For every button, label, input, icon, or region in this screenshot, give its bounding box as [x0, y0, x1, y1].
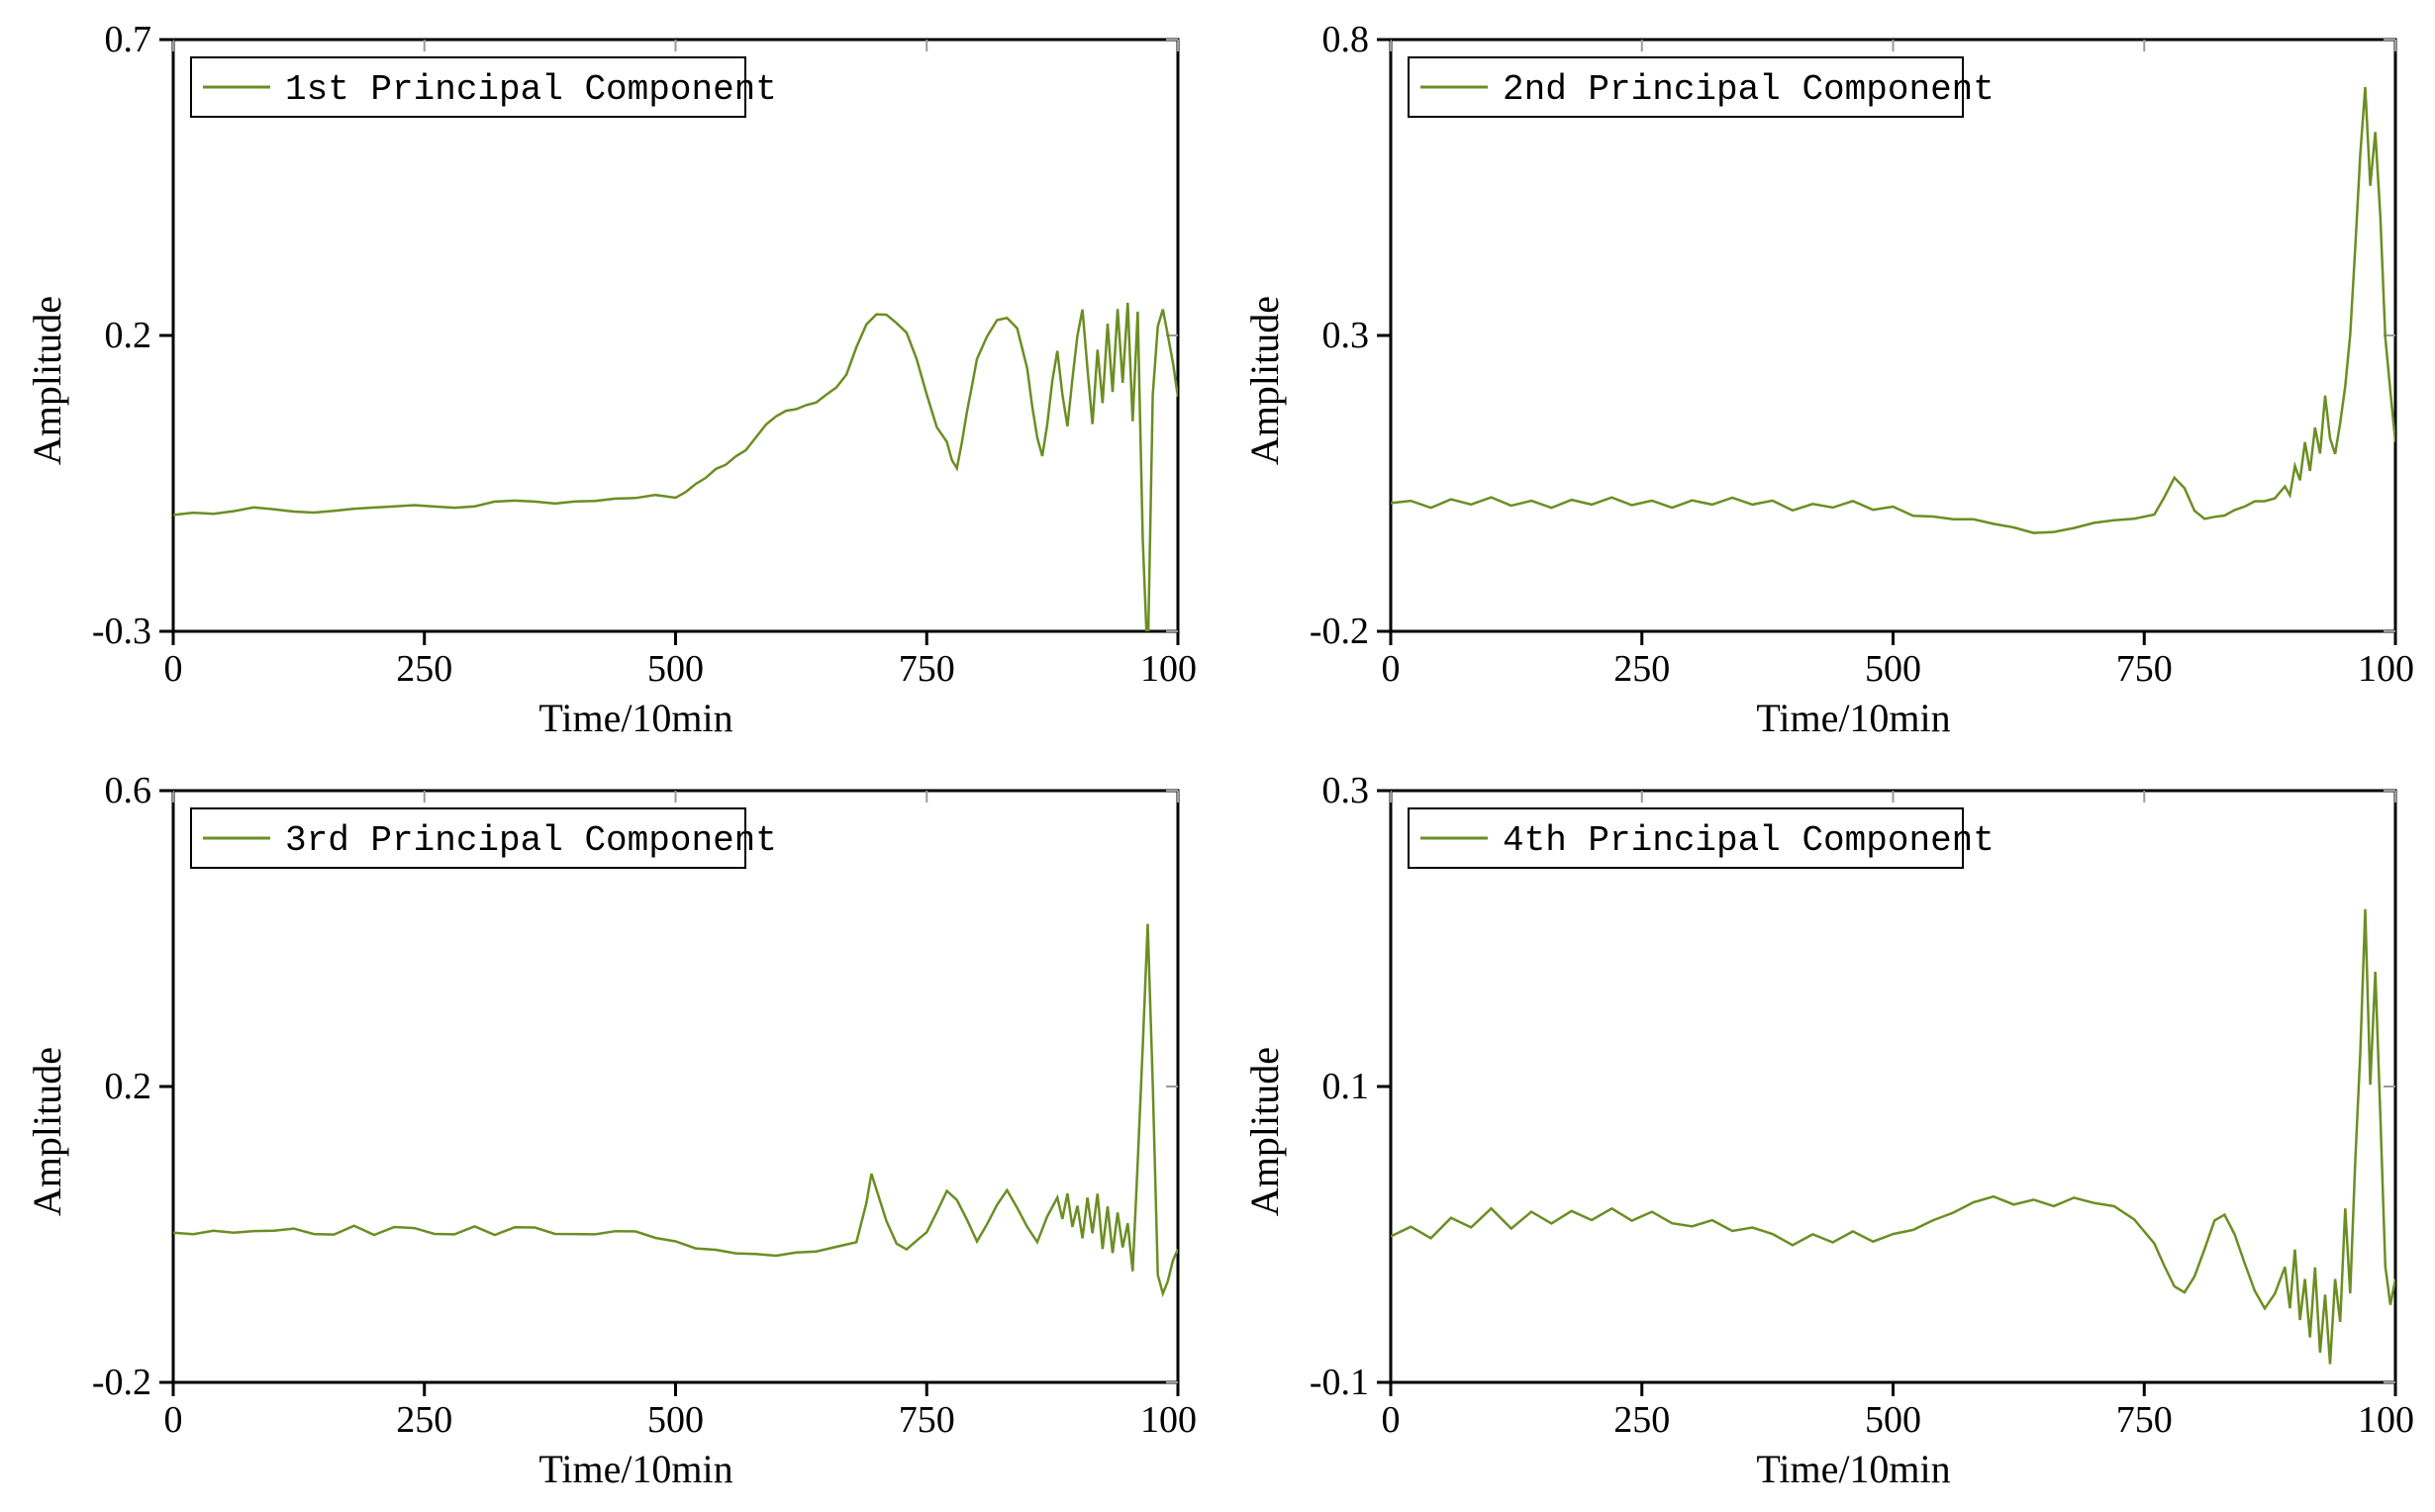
svg-text:750: 750 [2116, 648, 2173, 690]
svg-text:500: 500 [647, 648, 704, 690]
svg-text:0: 0 [164, 1399, 183, 1441]
svg-text:-0.1: -0.1 [1310, 1362, 1369, 1403]
svg-text:0.3: 0.3 [1322, 315, 1370, 356]
panel-pc4: Amplitude 0 250 500 750 1000 -0.1 0.1 0.3 4th Pr… [1237, 771, 2415, 1492]
ylabel-pc2: Amplitude [1237, 296, 1292, 465]
plot-pc3: 0 250 500 750 1000 -0.2 0.2 0.6 3rd Principal Co… [74, 771, 1198, 1442]
svg-text:0: 0 [1382, 1399, 1401, 1441]
panel-pc3: Amplitude 0 250 500 750 1000 -0.2 0.2 0.6 3rd Pr… [20, 771, 1198, 1492]
svg-text:0.7: 0.7 [105, 20, 152, 60]
svg-text:0.2: 0.2 [105, 1066, 152, 1107]
svg-text:750: 750 [899, 1399, 955, 1441]
ylabel-pc4: Amplitude [1237, 1047, 1292, 1216]
svg-text:0.6: 0.6 [105, 771, 152, 811]
svg-text:1000: 1000 [1140, 648, 1198, 690]
xlabel-pc1: Time/10min [74, 691, 1198, 741]
ylabel-pc1: Amplitude [20, 296, 74, 465]
svg-text:0.3: 0.3 [1322, 771, 1370, 811]
legend-label: 4th Principal Component [1503, 820, 1995, 861]
series-line [173, 924, 1178, 1293]
series-line [1391, 87, 2395, 533]
ylabel-pc3: Amplitude [20, 1047, 74, 1216]
svg-text:250: 250 [396, 1399, 452, 1441]
series-line [1391, 909, 2395, 1365]
svg-text:1000: 1000 [1140, 1399, 1198, 1441]
svg-text:0.1: 0.1 [1322, 1066, 1370, 1107]
svg-text:0.2: 0.2 [105, 315, 152, 356]
series-line [173, 303, 1178, 664]
plot-pc2: 0 250 500 750 1000 -0.2 0.3 0.8 2nd Principal Co… [1292, 20, 2415, 691]
svg-text:-0.2: -0.2 [1310, 611, 1369, 652]
svg-text:0.8: 0.8 [1322, 20, 1370, 60]
svg-text:500: 500 [647, 1399, 704, 1441]
chart-grid: Amplitude 0 250 500 750 1000 -0.3 0.2 0.7 1st Pr… [20, 20, 2415, 1492]
svg-text:1000: 1000 [2358, 1399, 2415, 1441]
svg-text:0: 0 [1382, 648, 1401, 690]
xlabel-pc3: Time/10min [74, 1442, 1198, 1492]
legend-label: 1st Principal Component [285, 69, 777, 110]
plot-pc4: 0 250 500 750 1000 -0.1 0.1 0.3 4th Principal Co… [1292, 771, 2415, 1442]
svg-text:250: 250 [396, 648, 452, 690]
xlabel-pc4: Time/10min [1292, 1442, 2415, 1492]
svg-text:250: 250 [1613, 648, 1670, 690]
xlabel-pc2: Time/10min [1292, 691, 2415, 741]
panel-pc2: Amplitude 0 250 500 750 1000 -0.2 0.3 0.8 2nd Pr… [1237, 20, 2415, 741]
legend-label: 3rd Principal Component [285, 820, 777, 861]
plot-pc1: 0 250 500 750 1000 -0.3 0.2 0.7 1st Principal Co… [74, 20, 1198, 691]
svg-text:-0.2: -0.2 [92, 1362, 151, 1403]
svg-text:500: 500 [1865, 1399, 1921, 1441]
svg-text:500: 500 [1865, 648, 1921, 690]
svg-text:750: 750 [899, 648, 955, 690]
svg-text:0: 0 [164, 648, 183, 690]
svg-text:1000: 1000 [2358, 648, 2415, 690]
svg-text:250: 250 [1613, 1399, 1670, 1441]
svg-text:750: 750 [2116, 1399, 2173, 1441]
legend-label: 2nd Principal Component [1503, 69, 1995, 110]
panel-pc1: Amplitude 0 250 500 750 1000 -0.3 0.2 0.7 1st Pr… [20, 20, 1198, 741]
svg-text:-0.3: -0.3 [92, 611, 151, 652]
